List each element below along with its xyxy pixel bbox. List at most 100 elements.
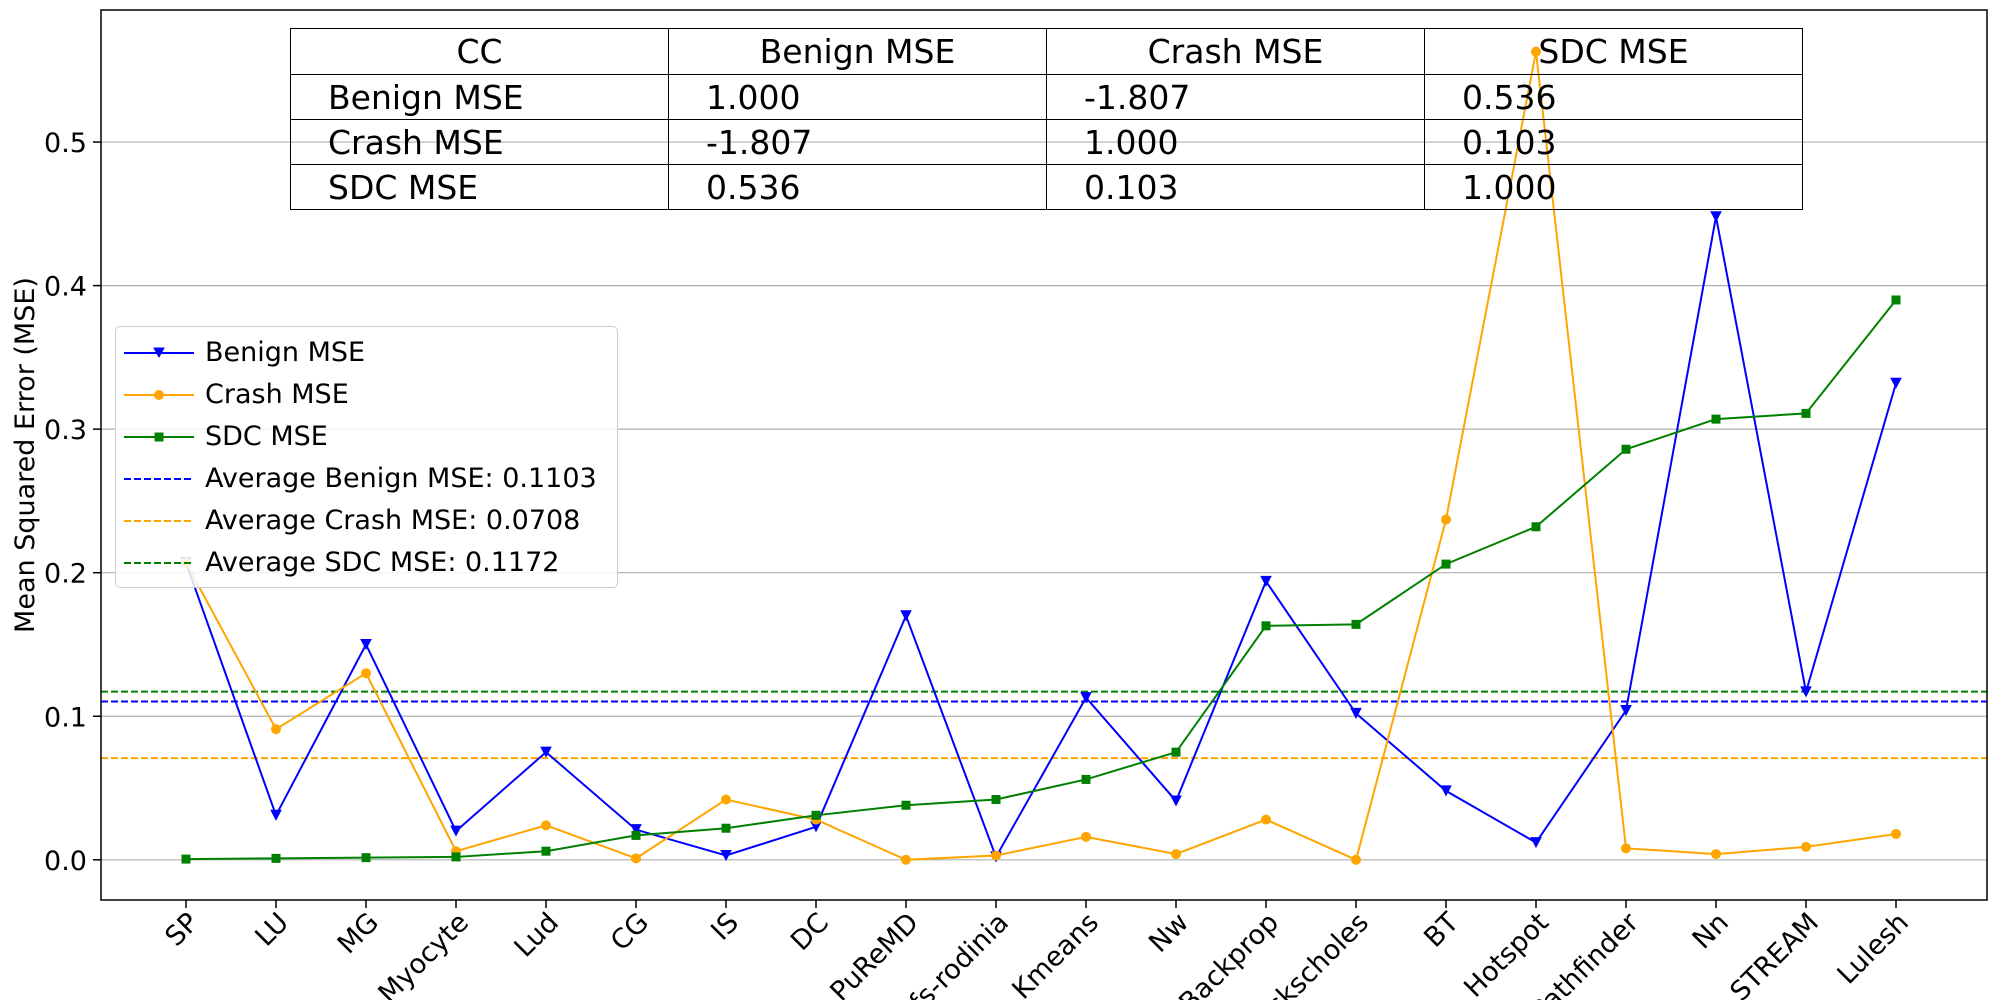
average-lines bbox=[101, 690, 1987, 760]
data-point bbox=[1890, 377, 1902, 389]
legend-item-avg-crash: Average Crash MSE: 0.0708 bbox=[116, 501, 617, 541]
data-point bbox=[361, 668, 371, 679]
series-line bbox=[185, 299, 1897, 861]
table-cell: 0.103 bbox=[1424, 119, 1803, 165]
x-tick-label: Lulesh bbox=[1832, 907, 1915, 990]
x-tick-label: DC bbox=[785, 907, 835, 957]
data-point bbox=[1081, 774, 1091, 784]
data-point bbox=[540, 746, 552, 758]
legend-label: Average Benign MSE: 0.1103 bbox=[205, 463, 597, 494]
data-point bbox=[1891, 828, 1901, 839]
data-point bbox=[1710, 211, 1722, 223]
data-point bbox=[1351, 854, 1361, 865]
data-point bbox=[1081, 831, 1091, 842]
table-cell: -1.807 bbox=[1046, 74, 1425, 120]
x-tick-label: Myocyte bbox=[373, 907, 475, 1000]
table-cell: 0.536 bbox=[668, 164, 1047, 210]
legend-swatch bbox=[124, 562, 194, 564]
data-point bbox=[1170, 795, 1182, 807]
table-cell: 1.000 bbox=[668, 74, 1047, 120]
data-point bbox=[811, 810, 821, 820]
table-cell: Crash MSE bbox=[290, 119, 669, 165]
x-tick-label: Backprop bbox=[1173, 907, 1285, 1000]
legend-swatch bbox=[124, 390, 194, 400]
legend-label: Average Crash MSE: 0.0708 bbox=[205, 505, 581, 536]
x-tick-label: CG bbox=[605, 907, 655, 957]
table-cell: -1.807 bbox=[668, 119, 1047, 165]
data-point bbox=[450, 825, 462, 837]
table-header-cell: SDC MSE bbox=[1424, 28, 1803, 75]
data-point bbox=[271, 724, 281, 735]
legend-swatch bbox=[124, 478, 194, 480]
data-point bbox=[1801, 408, 1811, 418]
data-point bbox=[1171, 747, 1181, 757]
data-point bbox=[1620, 705, 1632, 717]
data-point bbox=[721, 823, 731, 833]
plot-frame bbox=[100, 9, 1988, 901]
data-point bbox=[1621, 444, 1631, 454]
x-tick-label: Hotspot bbox=[1458, 907, 1555, 1000]
x-tick-label: IS bbox=[705, 907, 745, 947]
y-tick-label: 0.1 bbox=[44, 702, 87, 733]
series-line bbox=[185, 216, 1897, 860]
legend-item-benign: Benign MSE bbox=[116, 333, 617, 373]
table-header-cell: Benign MSE bbox=[668, 28, 1047, 75]
legend-label: SDC MSE bbox=[205, 421, 328, 452]
table-cell: Benign MSE bbox=[290, 74, 669, 120]
legend-item-avg-benign: Average Benign MSE: 0.1103 bbox=[116, 459, 617, 499]
legend-label: Crash MSE bbox=[205, 379, 349, 410]
data-point bbox=[720, 850, 732, 862]
y-tick-label: 0.0 bbox=[44, 846, 87, 877]
data-point bbox=[1711, 414, 1721, 424]
data-point bbox=[1261, 814, 1271, 825]
series-line bbox=[185, 51, 1897, 862]
data-point bbox=[361, 853, 371, 863]
data-point bbox=[1531, 522, 1541, 532]
y-tick-label: 0.2 bbox=[44, 559, 87, 590]
data-point bbox=[991, 850, 1001, 861]
x-tick-label: Nn bbox=[1687, 907, 1735, 955]
data-point bbox=[1800, 686, 1812, 698]
table-cell: SDC MSE bbox=[290, 164, 669, 210]
legend-swatch bbox=[124, 432, 194, 442]
data-point bbox=[1350, 707, 1362, 719]
data-point bbox=[630, 824, 642, 836]
data-point bbox=[631, 853, 641, 864]
legend: Benign MSE Crash MSE SDC MSE Average Ben… bbox=[115, 326, 618, 588]
legend-item-crash: Crash MSE bbox=[116, 375, 617, 415]
table-row: SDC MSE 0.536 0.103 1.000 bbox=[290, 164, 1803, 210]
table-row: Crash MSE -1.807 1.000 0.103 bbox=[290, 119, 1803, 165]
data-point bbox=[1530, 837, 1542, 849]
x-tick-label: MG bbox=[332, 907, 385, 960]
data-point bbox=[991, 795, 1001, 805]
legend-item-avg-sdc: Average SDC MSE: 0.1172 bbox=[116, 543, 617, 583]
table-header-cell: Crash MSE bbox=[1046, 28, 1425, 75]
x-tick-label: STREAM bbox=[1724, 907, 1825, 1000]
series-layer bbox=[180, 46, 1902, 865]
data-point bbox=[1260, 575, 1272, 587]
data-point bbox=[451, 852, 461, 862]
legend-swatch bbox=[124, 520, 194, 522]
table-cell: 0.536 bbox=[1424, 74, 1803, 120]
table-header-row: CC Benign MSE Crash MSE SDC MSE bbox=[290, 28, 1803, 75]
y-axis-ticks: 0.0 0.1 0.2 0.3 0.4 0.5 bbox=[44, 128, 101, 877]
legend-label: Average SDC MSE: 0.1172 bbox=[205, 547, 560, 578]
x-tick-label: Kmeans bbox=[1006, 907, 1105, 1000]
table-cell: 0.103 bbox=[1046, 164, 1425, 210]
table-cell: 1.000 bbox=[1046, 119, 1425, 165]
data-point bbox=[181, 854, 191, 864]
data-point bbox=[1891, 295, 1901, 305]
legend-item-sdc: SDC MSE bbox=[116, 417, 617, 457]
data-point bbox=[1441, 514, 1451, 525]
data-point bbox=[541, 846, 551, 856]
table-cell: 1.000 bbox=[1424, 164, 1803, 210]
data-point bbox=[360, 638, 372, 651]
correlation-table: CC Benign MSE Crash MSE SDC MSE Benign M… bbox=[290, 28, 1803, 210]
data-point bbox=[901, 854, 911, 865]
data-point bbox=[271, 853, 281, 863]
data-point bbox=[1441, 559, 1451, 569]
y-tick-label: 0.3 bbox=[44, 415, 87, 446]
series-sdc-mse bbox=[181, 295, 1901, 864]
data-point bbox=[721, 794, 731, 805]
